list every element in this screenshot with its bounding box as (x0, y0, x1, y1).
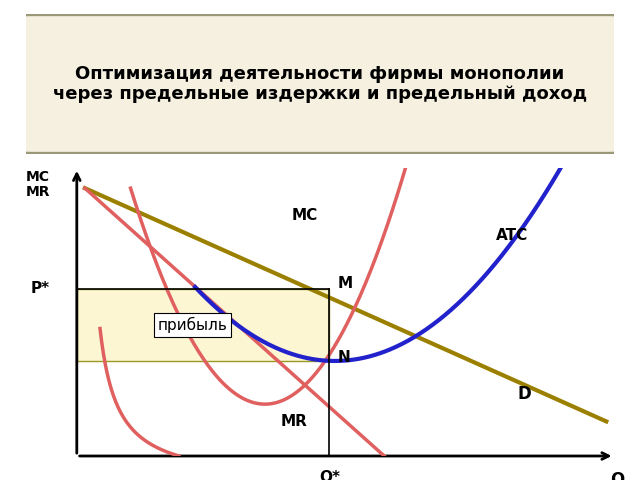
Text: Q*: Q* (319, 470, 340, 480)
Text: ATC: ATC (496, 228, 529, 243)
Text: MC: MC (26, 169, 50, 184)
Text: M: M (337, 276, 353, 290)
Text: P*: P* (31, 281, 50, 297)
Text: D: D (518, 385, 531, 403)
FancyBboxPatch shape (20, 14, 620, 154)
Text: N: N (337, 350, 350, 365)
Text: MR: MR (281, 414, 308, 429)
Text: Q: Q (610, 470, 624, 480)
Text: MC: MC (292, 208, 318, 223)
Text: MR: MR (26, 185, 50, 200)
Text: Оптимизация деятельности фирмы монополии
через предельные издержки и предельный : Оптимизация деятельности фирмы монополии… (53, 65, 587, 103)
Bar (77, 289, 330, 361)
Text: прибыль: прибыль (157, 317, 227, 333)
